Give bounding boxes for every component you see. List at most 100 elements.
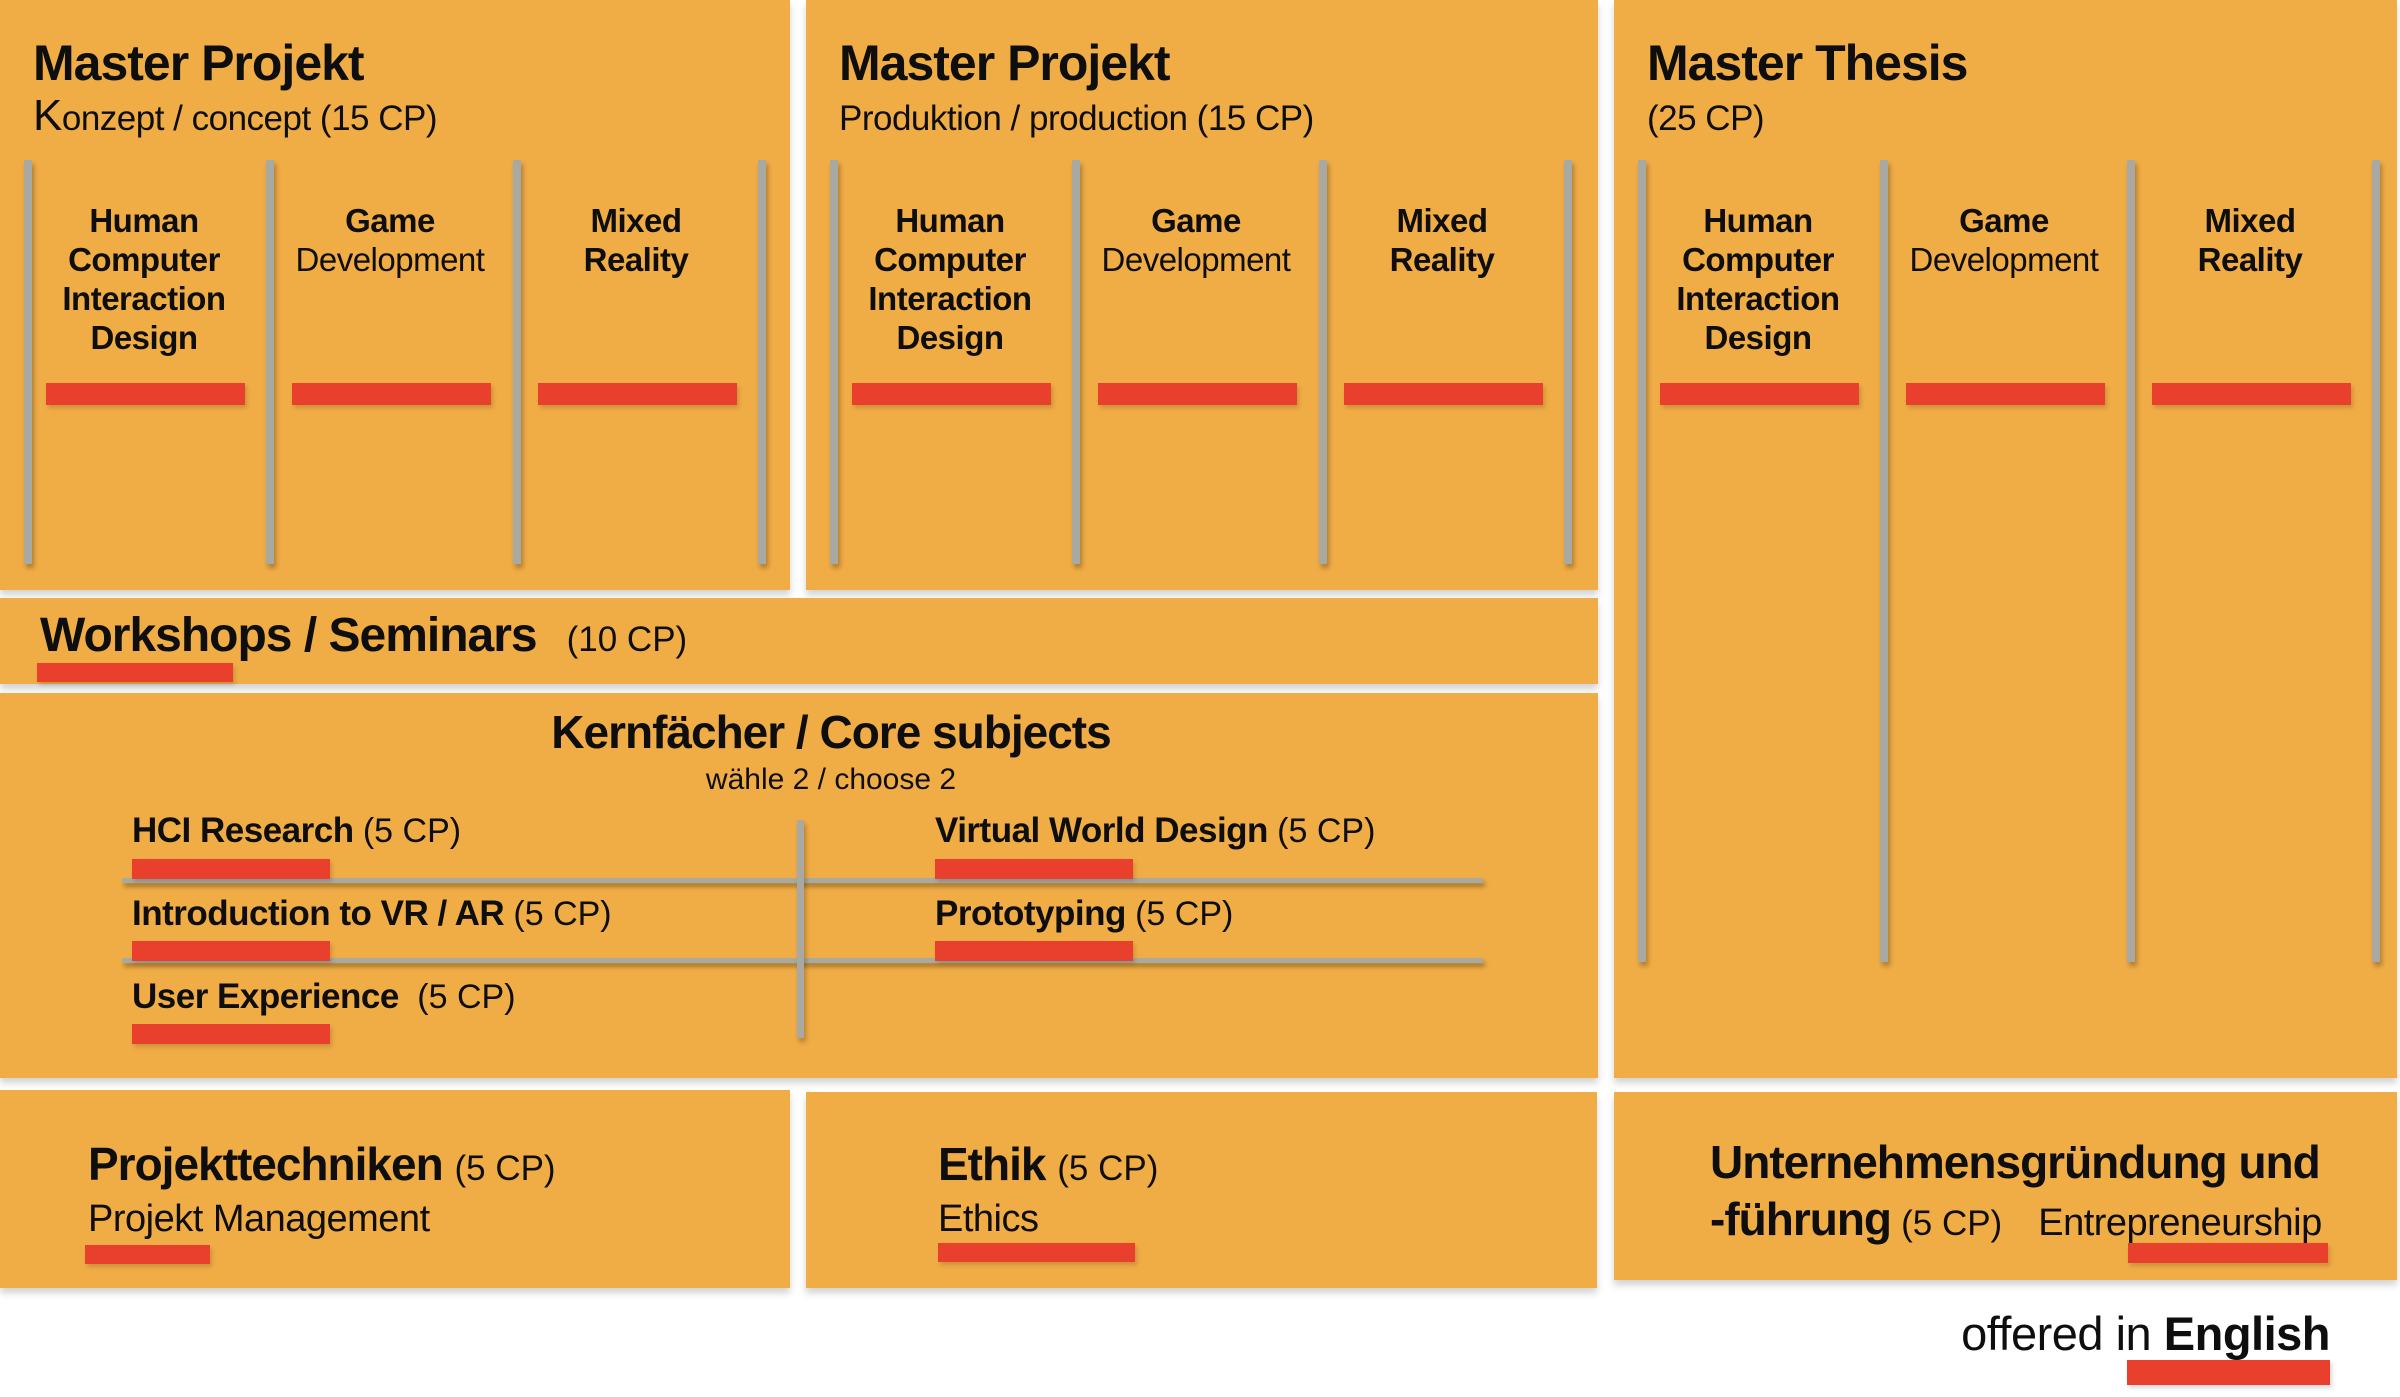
subtitle-text: Produktion / production (15 CP) — [839, 99, 1314, 138]
panel-title: Master Projekt — [839, 35, 1171, 91]
course-name: Virtual World Design — [935, 811, 1268, 850]
panel-projekttechniken: Projekttechniken (5 CP) Projekt Manageme… — [0, 1090, 790, 1288]
track-divider-bar — [266, 160, 274, 564]
course-credits: (5 CP) — [362, 812, 462, 850]
track-divider-bar — [758, 160, 766, 564]
bottom-title-line: Ethik (5 CP) — [938, 1138, 1158, 1195]
panel-subtitle: (25 CP) — [1647, 92, 1967, 142]
workshops-credits: (10 CP) — [566, 620, 688, 659]
track-label-regular: Development — [1909, 241, 2099, 278]
workshops-title: Workshops / Seminars — [40, 609, 538, 662]
course-prototyping: Prototyping (5 CP) — [935, 894, 1233, 934]
underline-bar-red — [1660, 383, 1859, 405]
course-virtual-world-design: Virtual World Design (5 CP) — [935, 811, 1375, 851]
track-mixed-reality: Mixed Reality — [1326, 201, 1558, 279]
course-intro-vr-ar: Introduction to VR / AR (5 CP) — [132, 894, 612, 934]
underline-bar-red — [132, 1024, 330, 1044]
bottom-title: Projekttechniken — [88, 1138, 444, 1190]
panel-unternehmensgruendung: Unternehmensgründung und -führung (5 CP)… — [1614, 1092, 2397, 1280]
course-hci-research: HCI Research (5 CP) — [132, 811, 461, 851]
bottom-title: Ethik — [938, 1138, 1046, 1190]
course-name: Prototyping — [935, 894, 1126, 933]
divider-line-vertical — [797, 820, 804, 1038]
underline-bar-red — [1098, 383, 1297, 405]
track-label-bold: Game — [1151, 202, 1241, 239]
track-divider-bar — [1564, 160, 1572, 564]
underline-bar-red — [132, 941, 330, 961]
track-game-development: Game Development — [274, 201, 506, 279]
track-label-regular: Development — [295, 241, 485, 278]
track-divider-bar — [1319, 160, 1327, 564]
underline-bar-red — [85, 1245, 210, 1264]
underline-bar-red — [538, 383, 737, 405]
panel-workshops-seminars: Workshops / Seminars (10 CP) — [0, 598, 1598, 684]
track-divider-bar — [513, 160, 521, 564]
underline-bar-red — [935, 941, 1133, 961]
track-label-bold: Mixed Reality — [1389, 202, 1495, 278]
panel-master-projekt-konzept: Master Projekt Konzept / concept (15 CP)… — [0, 0, 790, 590]
subtitle-text: onzept / concept (15 CP) — [61, 99, 438, 138]
underline-bar-red — [935, 859, 1133, 879]
course-user-experience: User Experience (5 CP) — [132, 977, 516, 1017]
track-label-bold: Game — [345, 202, 435, 239]
panel-header: Master Projekt Produktion / production (… — [839, 34, 1314, 142]
bottom-credits: (5 CP) — [454, 1149, 556, 1188]
offered-prefix: offered in — [1961, 1307, 2164, 1360]
course-credits: (5 CP) — [1277, 812, 1376, 850]
panel-title: Master Projekt — [33, 35, 365, 91]
course-name: HCI Research — [132, 811, 354, 850]
panel-subtitle: Konzept / concept (15 CP) — [33, 92, 438, 142]
underline-bar-red — [852, 383, 1051, 405]
track-hci: Human Computer Interaction Design — [28, 201, 260, 357]
track-label-bold: Mixed Reality — [583, 202, 689, 278]
underline-bar-red — [2128, 1243, 2328, 1263]
underline-bar-red — [37, 663, 233, 682]
underline-bar-red — [938, 1243, 1135, 1262]
track-divider-bar — [1072, 160, 1080, 564]
track-divider-bar — [2372, 160, 2380, 962]
underline-bar-red — [2152, 383, 2351, 405]
track-divider-bar — [2127, 160, 2135, 962]
track-divider-bar — [1638, 160, 1646, 962]
underline-bar-red — [132, 859, 330, 879]
track-hci: Human Computer Interaction Design — [1642, 201, 1874, 357]
panel-subtitle: Produktion / production (15 CP) — [839, 92, 1314, 142]
track-label-regular: Development — [1101, 241, 1291, 278]
core-title: Kernfächer / Core subjects — [551, 706, 1111, 758]
panel-title: Master Thesis — [1647, 35, 1968, 91]
core-subtitle: wähle 2 / choose 2 — [705, 763, 957, 796]
track-label-bold: Human Computer Interaction Design — [1676, 202, 1840, 356]
bottom-subtitle: Ethics — [938, 1198, 1039, 1240]
offered-language: English — [2163, 1307, 2331, 1360]
track-label-bold: Human Computer Interaction Design — [868, 202, 1032, 356]
bottom-title-line1: Unternehmensgründung und — [1710, 1136, 2321, 1188]
bottom-credits: (5 CP) — [1901, 1204, 2003, 1243]
course-name: User Experience — [132, 977, 399, 1016]
underline-bar-red — [46, 383, 245, 405]
track-label-bold: Game — [1959, 202, 2049, 239]
underline-bar-red — [1344, 383, 1543, 405]
bottom-title-line: Projekttechniken (5 CP) — [88, 1138, 556, 1195]
track-mixed-reality: Mixed Reality — [520, 201, 752, 279]
bottom-title-line2: -führung (5 CP) Entrepreneurship — [1710, 1192, 2322, 1246]
course-credits: (5 CP) — [417, 978, 516, 1016]
bottom-credits: (5 CP) — [1057, 1149, 1159, 1188]
panel-master-projekt-produktion: Master Projekt Produktion / production (… — [806, 0, 1598, 590]
track-label-bold: Mixed Reality — [2197, 202, 2303, 278]
offered-in-english-note: offered in English — [1614, 1306, 2330, 1361]
panel-core-subjects: Kernfächer / Core subjects wähle 2 / cho… — [0, 693, 1598, 1078]
panel-header: Master Projekt Konzept / concept (15 CP) — [33, 34, 438, 142]
workshops-title-line: Workshops / Seminars (10 CP) — [40, 608, 687, 663]
track-label-bold: Human Computer Interaction Design — [62, 202, 226, 356]
panel-header: Master Thesis (25 CP) — [1647, 34, 1968, 142]
course-credits: (5 CP) — [513, 895, 612, 933]
track-game-development: Game Development — [1888, 201, 2120, 279]
underline-bar-red — [2127, 1360, 2330, 1385]
panel-ethik: Ethik (5 CP) Ethics — [806, 1092, 1597, 1288]
panel-master-thesis: Master Thesis (25 CP) Human Computer Int… — [1614, 0, 2397, 1078]
underline-bar-red — [1906, 383, 2105, 405]
bottom-title-bold: -führung — [1710, 1193, 1892, 1245]
course-credits: (5 CP) — [1135, 895, 1234, 933]
underline-bar-red — [292, 383, 491, 405]
